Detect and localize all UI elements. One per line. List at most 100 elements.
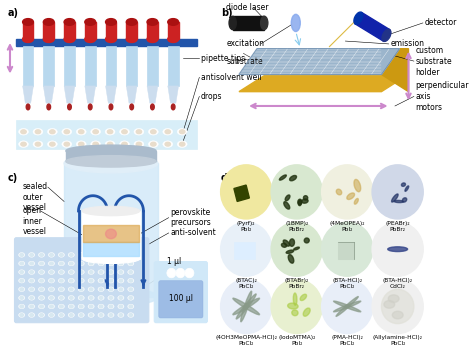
Polygon shape [64, 86, 75, 103]
Ellipse shape [165, 142, 171, 146]
Polygon shape [239, 49, 400, 75]
Ellipse shape [279, 175, 286, 180]
Ellipse shape [180, 130, 185, 134]
Ellipse shape [64, 19, 75, 25]
Text: perpendicular
axis
motors: perpendicular axis motors [416, 81, 469, 112]
Ellipse shape [148, 128, 158, 135]
Text: substrate: substrate [227, 57, 263, 65]
Ellipse shape [304, 238, 309, 243]
Bar [64, 22, 75, 39]
Ellipse shape [302, 199, 308, 203]
Ellipse shape [58, 304, 64, 309]
Ellipse shape [47, 104, 51, 110]
Ellipse shape [66, 145, 156, 156]
Ellipse shape [18, 141, 28, 147]
Ellipse shape [119, 128, 129, 135]
Ellipse shape [89, 104, 92, 110]
Ellipse shape [105, 141, 115, 147]
Bar [64, 163, 158, 297]
Bar [23, 46, 34, 86]
Ellipse shape [40, 314, 43, 316]
Ellipse shape [58, 270, 64, 274]
Text: 100 µl: 100 µl [169, 294, 193, 303]
Polygon shape [355, 12, 390, 41]
Ellipse shape [126, 19, 137, 25]
Ellipse shape [93, 130, 98, 134]
Ellipse shape [336, 296, 358, 316]
Ellipse shape [134, 128, 144, 135]
Bar [43, 22, 54, 39]
Ellipse shape [40, 271, 43, 273]
Text: (PEABr)₂
PbBr₂: (PEABr)₂ PbBr₂ [385, 220, 410, 232]
Ellipse shape [60, 314, 63, 316]
Ellipse shape [78, 304, 84, 309]
Ellipse shape [180, 142, 185, 146]
Ellipse shape [88, 287, 94, 292]
Ellipse shape [402, 198, 407, 202]
Ellipse shape [62, 141, 72, 147]
Ellipse shape [119, 314, 123, 316]
Ellipse shape [80, 253, 83, 256]
Text: (Allylamine-HCl)₂
PbCl₂: (Allylamine-HCl)₂ PbCl₂ [373, 335, 423, 346]
Text: b): b) [221, 8, 233, 18]
Ellipse shape [119, 253, 123, 256]
Text: (Pyrf)₂
PbI₂: (Pyrf)₂ PbI₂ [237, 220, 255, 232]
Ellipse shape [91, 128, 100, 135]
Ellipse shape [80, 279, 83, 282]
Text: a): a) [7, 8, 18, 18]
Bar [126, 22, 137, 39]
Ellipse shape [89, 253, 93, 256]
Ellipse shape [18, 252, 25, 257]
Ellipse shape [80, 296, 83, 299]
Ellipse shape [354, 198, 358, 204]
Ellipse shape [18, 278, 25, 283]
Ellipse shape [118, 287, 124, 292]
Ellipse shape [99, 288, 103, 291]
Ellipse shape [58, 295, 64, 300]
Ellipse shape [35, 142, 41, 146]
Ellipse shape [30, 288, 34, 291]
Ellipse shape [21, 142, 26, 146]
Ellipse shape [68, 261, 74, 266]
Polygon shape [147, 86, 158, 103]
Ellipse shape [76, 128, 86, 135]
Ellipse shape [38, 313, 45, 317]
Ellipse shape [60, 253, 63, 256]
Ellipse shape [20, 253, 24, 256]
Ellipse shape [30, 271, 34, 273]
Ellipse shape [40, 296, 43, 299]
Ellipse shape [88, 270, 94, 274]
Ellipse shape [128, 270, 134, 274]
Circle shape [272, 165, 322, 219]
Ellipse shape [28, 261, 35, 266]
Ellipse shape [23, 36, 34, 42]
Ellipse shape [109, 314, 113, 316]
Text: (IodoMTMA)₂
PbI₂: (IodoMTMA)₂ PbI₂ [278, 335, 315, 346]
Ellipse shape [64, 287, 158, 307]
Bar [85, 46, 96, 86]
Text: (BTA-HCl)₂
CdCl₂: (BTA-HCl)₂ CdCl₂ [383, 278, 413, 289]
Ellipse shape [48, 295, 55, 300]
Bar [82, 211, 140, 259]
Ellipse shape [147, 36, 158, 42]
Bar [66, 151, 156, 161]
Ellipse shape [48, 304, 55, 309]
Ellipse shape [109, 104, 113, 110]
FancyBboxPatch shape [154, 261, 208, 323]
Ellipse shape [382, 29, 391, 41]
Ellipse shape [89, 305, 93, 308]
Ellipse shape [60, 262, 63, 265]
Ellipse shape [106, 19, 117, 25]
Circle shape [167, 268, 176, 278]
Ellipse shape [300, 294, 307, 301]
Ellipse shape [58, 278, 64, 283]
Text: (PMA-HCl)₂
PbCl₂: (PMA-HCl)₂ PbCl₂ [331, 335, 363, 346]
Ellipse shape [20, 314, 24, 316]
Ellipse shape [78, 313, 84, 317]
Ellipse shape [88, 252, 94, 257]
Ellipse shape [118, 261, 124, 266]
Ellipse shape [108, 287, 114, 292]
Ellipse shape [85, 36, 96, 42]
Ellipse shape [68, 295, 74, 300]
Ellipse shape [119, 262, 123, 265]
